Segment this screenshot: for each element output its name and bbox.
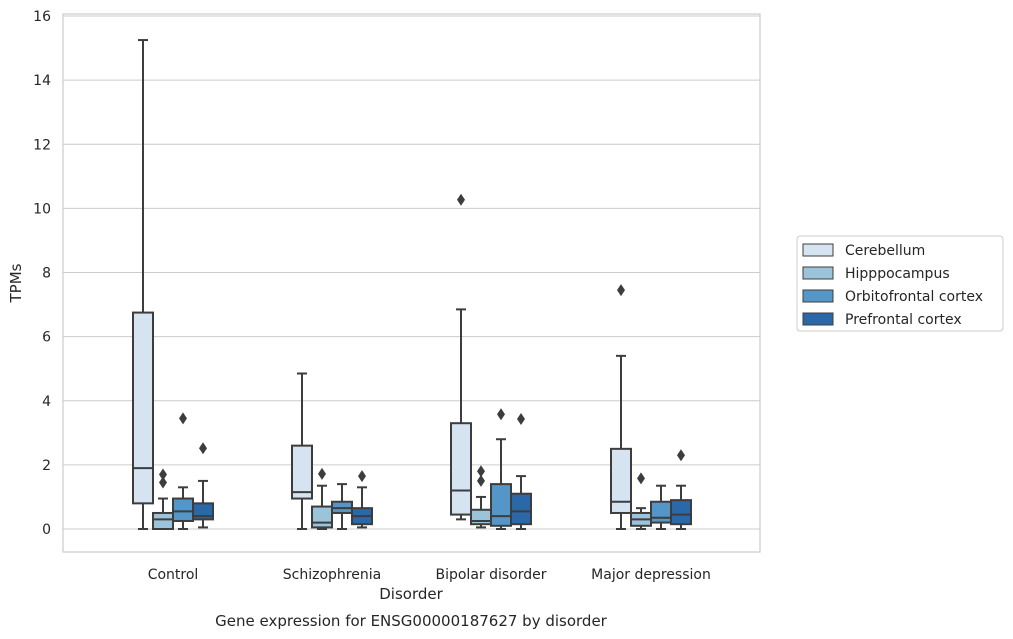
legend-label: Cerebellum	[845, 243, 925, 259]
box-groups	[132, 39, 692, 530]
outlier-point	[199, 442, 207, 455]
legend-label: Prefrontal cortex	[845, 312, 962, 328]
x-axis-label: Disorder	[379, 585, 443, 603]
legend-swatch	[802, 243, 834, 257]
box-cerebellum	[450, 193, 472, 521]
outlier-point	[677, 449, 685, 462]
box-iqr	[610, 447, 632, 514]
y-tick-label: 10	[33, 201, 51, 217]
legend-label: Hipppocampus	[845, 266, 950, 282]
y-tick-label: 12	[33, 137, 51, 153]
y-tick-label: 0	[42, 522, 51, 538]
y-tick-label: 14	[33, 73, 51, 89]
legend-swatch	[802, 266, 834, 280]
box-hipppocampus	[470, 465, 492, 529]
box-prefrontal-cortex	[510, 413, 532, 530]
legend-frame	[796, 235, 1004, 332]
box-iqr	[311, 505, 333, 529]
box-iqr	[470, 508, 492, 526]
outlier-point	[159, 476, 167, 489]
box-iqr	[132, 311, 154, 505]
box-cerebellum	[291, 372, 313, 530]
box-iqr	[152, 511, 174, 530]
x-tick-label: Schizophrenia	[283, 567, 381, 583]
chart-title: Gene expression for ENSG00000187627 by d…	[215, 612, 608, 630]
legend: Cerebellum Hipppocampus Orbitofrontal cort…	[796, 235, 1004, 332]
outlier-point	[517, 413, 525, 426]
plot-area	[63, 14, 760, 552]
y-tick-label: 4	[42, 394, 51, 410]
box-prefrontal-cortex	[670, 449, 692, 530]
y-axis-ticks: 0 2 4 6 8 10 12 14 16	[33, 9, 51, 538]
y-tick-label: 16	[33, 9, 51, 25]
box-orbitofrontal-cortex	[490, 408, 512, 530]
box-orbitofrontal-cortex	[172, 412, 194, 530]
box-iqr	[510, 492, 532, 526]
outlier-point	[477, 474, 485, 487]
legend-label: Orbitofrontal cortex	[845, 289, 983, 305]
legend-swatch	[802, 312, 834, 326]
box-iqr	[490, 483, 512, 527]
outlier-point	[159, 468, 167, 481]
grid-lines	[63, 15, 760, 530]
box-prefrontal-cortex	[192, 442, 214, 529]
box-iqr	[172, 497, 194, 522]
y-tick-label: 8	[42, 266, 51, 282]
box-iqr	[450, 422, 472, 516]
box-orbitofrontal-cortex	[650, 484, 672, 530]
plot-frame	[62, 13, 761, 553]
y-tick-label: 6	[42, 330, 51, 346]
outlier-point	[617, 284, 625, 297]
box-orbitofrontal-cortex	[331, 483, 353, 530]
box-iqr	[670, 499, 692, 526]
box-hipppocampus	[311, 467, 333, 530]
outlier-point	[477, 465, 485, 478]
y-tick-label: 2	[42, 458, 51, 474]
outlier-point	[179, 412, 187, 425]
outlier-point	[497, 408, 505, 421]
x-axis-ticks: Control Schizophrenia Bipolar disorder Majo…	[148, 567, 711, 583]
y-axis-label: TPMs	[7, 263, 25, 303]
box-iqr	[650, 500, 672, 524]
outlier-point	[318, 467, 326, 480]
x-tick-label: Control	[148, 567, 199, 583]
outlier-point	[637, 472, 645, 485]
box-cerebellum	[610, 284, 632, 530]
legend-swatch	[802, 289, 834, 303]
x-tick-label: Bipolar disorder	[435, 567, 546, 583]
box-prefrontal-cortex	[351, 470, 373, 529]
box-iqr	[291, 444, 313, 500]
outlier-point	[457, 193, 465, 206]
box-cerebellum	[132, 39, 154, 530]
outlier-point	[358, 470, 366, 483]
x-tick-label: Major depression	[591, 567, 711, 583]
